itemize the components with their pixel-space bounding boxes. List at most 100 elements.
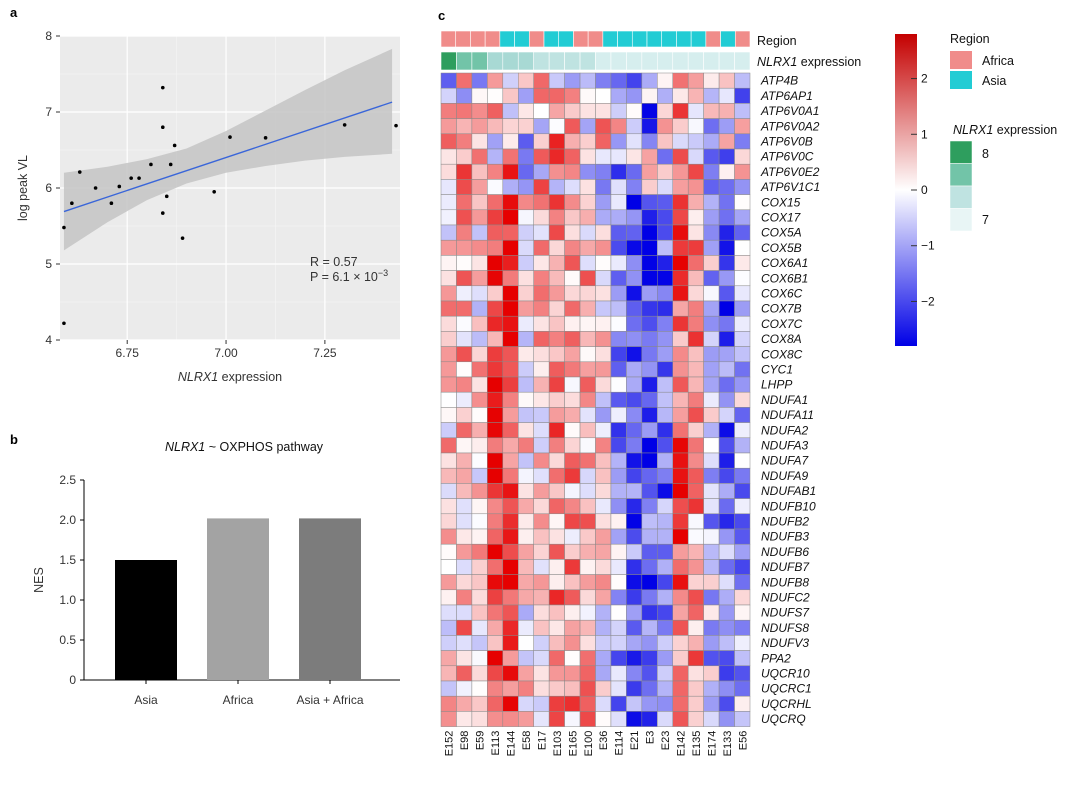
heatmap-cell	[456, 635, 473, 651]
heatmap-cell	[718, 543, 735, 560]
heatmap-cell	[579, 72, 596, 89]
heatmap-cell	[657, 498, 673, 515]
heatmap-cell	[548, 604, 565, 621]
heatmap-cell	[471, 87, 488, 104]
sample-label: E152	[444, 731, 456, 757]
heatmap-cell	[657, 179, 673, 195]
heatmap-cell	[703, 711, 720, 727]
sample-label: E103	[552, 731, 564, 757]
heatmap-cell	[456, 695, 473, 712]
heatmap-cell	[687, 391, 704, 408]
heatmap-cell	[487, 285, 504, 302]
heatmap-cell	[718, 391, 735, 408]
heatmap-cell	[610, 574, 627, 591]
heatmap-cell	[610, 711, 627, 727]
heatmap-cell	[518, 300, 534, 317]
heatmap-cell	[595, 483, 612, 499]
heatmap-cell	[718, 194, 735, 211]
heatmap-cell	[518, 407, 534, 423]
heatmap-cell	[579, 118, 596, 135]
heatmap-cell	[641, 179, 658, 195]
heatmap-cell	[687, 635, 704, 651]
heatmap-cell	[718, 331, 735, 347]
heatmap-cells	[440, 72, 751, 727]
heatmap-cell	[548, 87, 565, 104]
region-cell-asia	[646, 30, 663, 48]
scatter-panel: 4 5 6 7 8 6.75 7.00 7.25 log peak VL NLRX1 exp…	[16, 29, 400, 384]
gene-label: LHPP	[761, 378, 792, 392]
heatmap-cell	[579, 513, 596, 530]
heatmap-cell	[595, 72, 612, 89]
heatmap-cell	[718, 422, 735, 439]
heatmap-cell	[487, 422, 504, 439]
sample-label: E56	[737, 731, 749, 751]
gene-label: ATP6V1C1	[760, 180, 820, 194]
heatmap-cell	[626, 346, 643, 363]
heatmap-cell	[734, 163, 751, 180]
heatmap-cell	[626, 87, 643, 104]
heatmap-cell	[502, 543, 519, 560]
bars	[115, 518, 361, 680]
sample-label: E114	[614, 731, 626, 756]
heatmap-cell	[456, 209, 473, 226]
heatmap-cell	[595, 270, 612, 287]
heatmap-cell	[502, 361, 519, 378]
heatmap-cell	[471, 619, 488, 636]
heatmap-cell	[579, 163, 596, 180]
heatmap-cell	[626, 148, 643, 165]
scatter-point	[394, 123, 398, 128]
heatmap-cell	[626, 665, 643, 682]
heatmap-cell	[703, 619, 720, 636]
heatmap-cell	[703, 148, 720, 165]
heatmap-cell	[687, 589, 704, 606]
heatmap-cell	[579, 665, 596, 682]
heatmap-cell	[487, 680, 504, 697]
heatmap-cell	[564, 285, 581, 302]
heatmap-cell	[595, 103, 612, 119]
bar-africa	[207, 518, 269, 680]
heatmap-cell	[734, 270, 751, 287]
heatmap-cell	[657, 483, 673, 499]
heatmap-cell	[564, 103, 581, 119]
heatmap-cell	[734, 695, 751, 712]
heatmap-cell	[456, 133, 473, 150]
heatmap-cell	[641, 133, 658, 150]
heatmap-cell	[657, 604, 673, 621]
heatmap-cell	[518, 376, 534, 393]
heatmap-cell	[595, 437, 612, 454]
heatmap-cell	[610, 635, 627, 651]
heatmap-cell	[657, 635, 673, 651]
heatmap-cell	[672, 574, 689, 591]
heatmap-cell	[502, 589, 519, 606]
heatmap-cell	[718, 559, 735, 575]
heatmap-cell	[564, 452, 581, 469]
heatmap-cell	[672, 695, 689, 712]
heatmap-cell	[641, 255, 658, 271]
bar-categories: Asia Africa Asia + Africa	[134, 680, 364, 707]
heatmap-cell	[657, 711, 673, 727]
colorbar-tick-label: 1	[921, 127, 928, 141]
heatmap-cell	[626, 133, 643, 150]
expression-cell	[626, 51, 643, 71]
heatmap-cell	[610, 513, 627, 530]
heatmap-cell	[610, 559, 627, 575]
heatmap-cell	[734, 635, 751, 651]
heatmap-cell	[533, 376, 550, 393]
heatmap-cell	[657, 695, 673, 712]
heatmap-cell	[734, 513, 751, 530]
heatmap-cell	[487, 391, 504, 408]
heatmap-cell	[626, 574, 643, 591]
heatmap-cell	[703, 209, 720, 226]
gene-label: NDUFB6	[761, 545, 809, 559]
heatmap-cell	[471, 300, 488, 317]
scatter-y-axis-label: log peak VL	[16, 155, 30, 221]
heatmap-cell	[487, 209, 504, 226]
heatmap-cell	[641, 315, 658, 332]
heatmap-cell	[595, 376, 612, 393]
heatmap-cell	[687, 422, 704, 439]
heatmap-cell	[502, 315, 519, 332]
heatmap-cell	[595, 498, 612, 515]
heatmap-cell	[734, 467, 751, 484]
heatmap-cell	[687, 133, 704, 150]
heatmap-cell	[518, 483, 534, 499]
